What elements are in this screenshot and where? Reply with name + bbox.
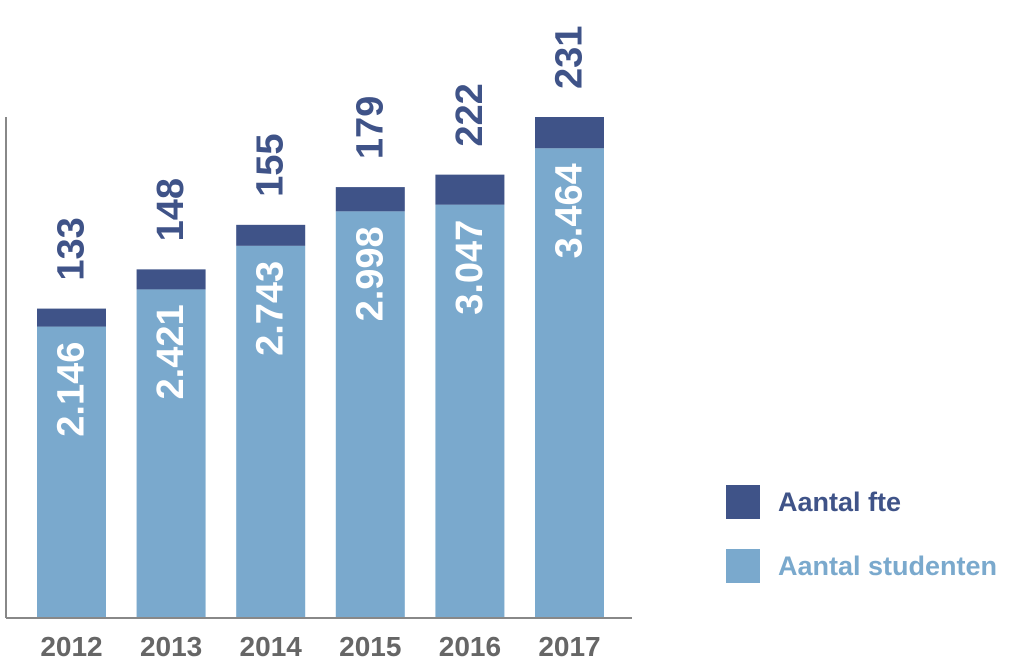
value-label-fte-2017: 231 [549,26,591,89]
legend-swatch-students [726,549,760,583]
bar-fte-2016 [435,174,505,205]
bar-students-2016 [435,204,505,617]
legend-item-students: Aantal studenten [726,548,997,584]
legend-label-students: Aantal studenten [778,550,998,581]
bar-fte-2017 [535,117,604,149]
legend-item-fte: Aantal fte [726,484,997,520]
bar-students-2014 [236,245,306,617]
value-label-fte-2016: 222 [449,83,491,146]
value-label-students-2013: 2.421 [150,304,192,399]
value-label-fte-2012: 133 [51,217,93,280]
value-label-students-2015: 2.998 [349,226,391,321]
value-label-students-2014: 2.743 [250,261,292,356]
bars-layer [37,117,604,617]
legend: Aantal fte Aantal studenten [726,484,997,612]
value-label-fte-2015: 179 [349,96,391,159]
bar-fte-2012 [37,308,106,327]
legend-label-fte: Aantal fte [778,486,902,517]
value-label-students-2017: 3.464 [549,163,591,258]
x-tick-label-2014: 2014 [240,631,303,662]
x-tick-label-2013: 2013 [140,631,202,662]
bar-students-2017 [535,148,604,617]
legend-swatch-fte [726,485,760,519]
x-tick-label-2017: 2017 [538,631,600,662]
value-label-fte-2013: 148 [150,178,192,241]
labels-layer: 2.146 133 2.421 148 2.743 155 2.998 179 3.047 222… [51,26,591,437]
bar-students-2012 [37,326,106,617]
bar-students-2015 [335,211,405,617]
value-label-students-2016: 3.047 [449,220,491,315]
x-tick-label-2012: 2012 [40,631,102,662]
bar-students-2013 [136,289,206,617]
bar-fte-2015 [335,187,405,212]
bar-fte-2014 [236,224,306,246]
x-tick-label-2015: 2015 [339,631,401,662]
value-label-students-2012: 2.146 [51,342,93,437]
value-label-fte-2014: 155 [250,133,292,196]
x-tick-label-2016: 2016 [439,631,501,662]
x-tick-labels: 2012 2013 2014 2015 2016 2017 [40,631,600,662]
bar-fte-2013 [136,269,206,290]
